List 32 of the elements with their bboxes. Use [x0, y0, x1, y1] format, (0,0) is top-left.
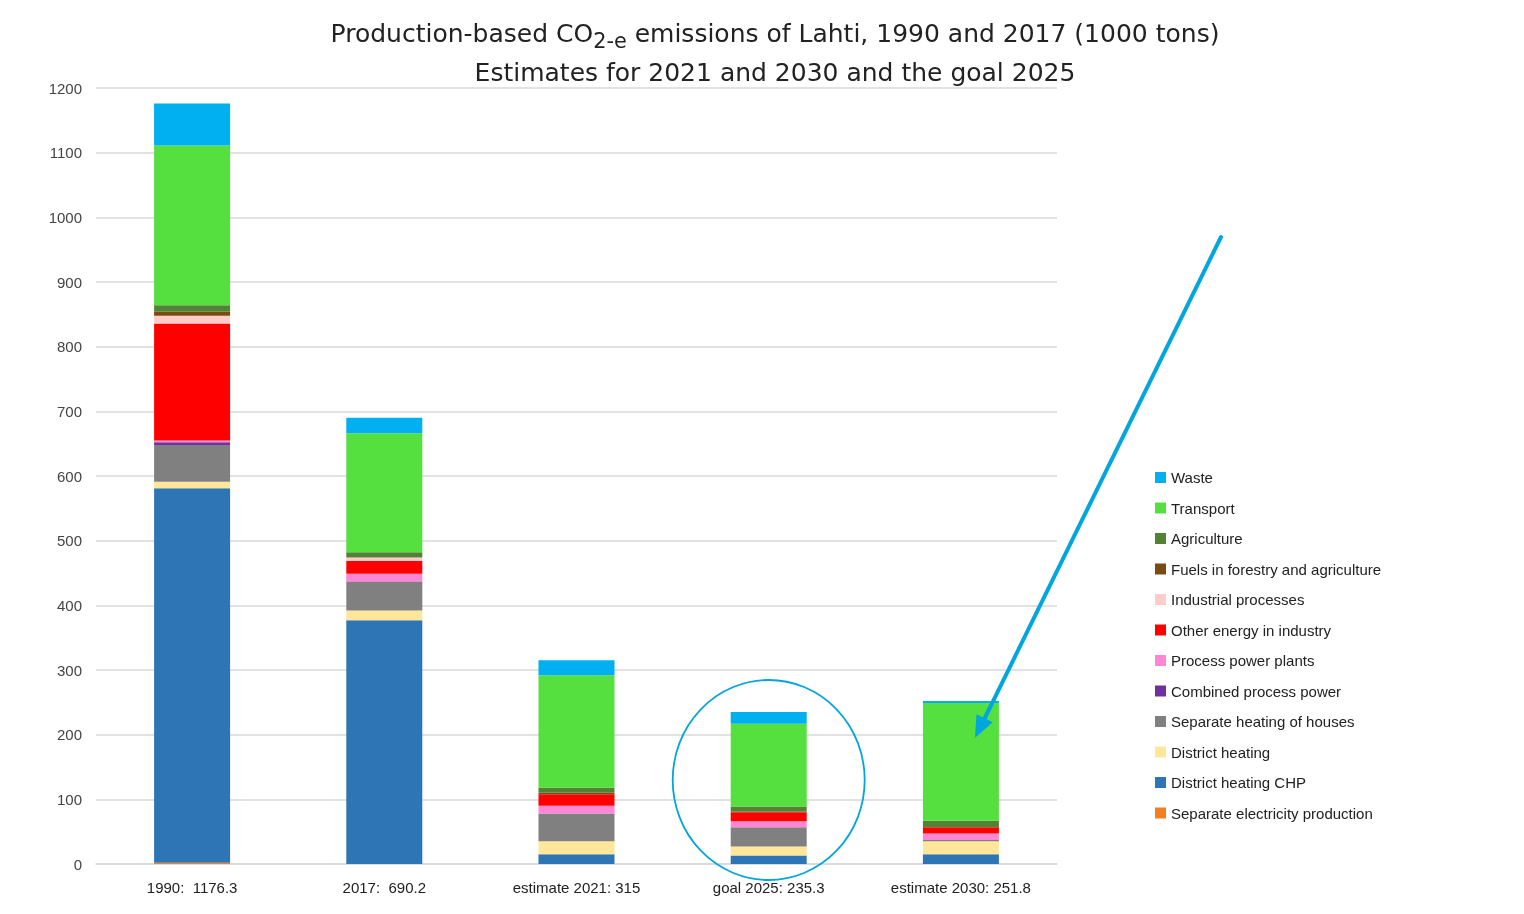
x-tick-label: estimate 2021: 315	[512, 879, 641, 896]
y-tick-label: 600	[56, 467, 82, 485]
y-tick-label: 0	[73, 855, 82, 873]
chart-subtitle: Estimates for 2021 and 2030 and the goal 2025	[474, 58, 1076, 87]
legend-label: Process power plants	[1171, 652, 1315, 669]
y-tick-label: 900	[56, 273, 82, 291]
legend-label: Other energy in industry	[1171, 621, 1332, 639]
y-tick-label: 300	[56, 661, 82, 679]
x-tick-label: 2017: 690.2	[342, 879, 427, 896]
x-tick-label: estimate 2030: 251.8	[890, 879, 1031, 896]
legend-label: Industrial processes	[1171, 591, 1305, 608]
x-tick-label: 1990: 1176.3	[146, 879, 238, 896]
y-tick-label: 500	[56, 532, 82, 550]
y-tick-label: 100	[56, 790, 82, 808]
legend-label: District heating	[1171, 743, 1271, 761]
legend-label: Waste	[1171, 469, 1213, 486]
y-tick-label: 1000	[48, 208, 82, 226]
y-tick-label: 800	[56, 338, 82, 356]
y-tick-label: 1200	[48, 79, 82, 97]
legend-label: Combined process power	[1171, 682, 1342, 700]
legend-label: Fuels in forestry and agriculture	[1171, 560, 1382, 578]
x-tick-label: goal 2025: 235.3	[712, 879, 825, 896]
y-tick-label: 200	[56, 726, 82, 744]
y-tick-label: 700	[56, 402, 82, 420]
legend-label: Separate electricity production	[1171, 804, 1373, 822]
legend-label: Transport	[1171, 499, 1236, 517]
legend-label: District heating CHP	[1171, 774, 1307, 791]
legend-label: Separate heating of houses	[1171, 713, 1355, 730]
chart-title: Production-based CO$_{2-e}$ emissions of Lahti, 1990 and 2017 (1000 tons)	[329, 18, 1221, 55]
y-tick-label: 1100	[49, 144, 82, 162]
y-tick-label: 400	[56, 596, 82, 614]
legend-label: Agriculture	[1171, 530, 1243, 547]
